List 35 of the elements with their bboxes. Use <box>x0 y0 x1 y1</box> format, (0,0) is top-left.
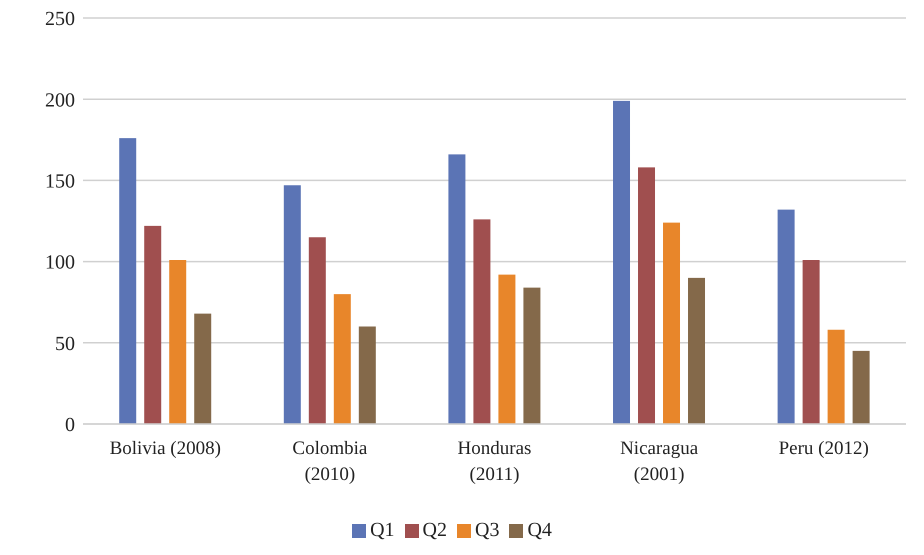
legend-label: Q2 <box>422 519 447 541</box>
x-tick-label: Nicaragua (2001) <box>620 438 699 485</box>
bar <box>828 330 845 424</box>
legend-label: Q4 <box>527 519 552 541</box>
y-tick-label: 50 <box>55 332 75 355</box>
bar <box>194 314 212 424</box>
x-tick-label: Peru (2012) <box>778 438 869 459</box>
bar <box>852 350 870 424</box>
bar <box>169 260 186 424</box>
bar <box>778 210 795 424</box>
bar <box>308 237 326 424</box>
bar <box>523 288 540 424</box>
bar <box>613 100 630 424</box>
x-tick-label: Colombia (2010) <box>292 438 368 485</box>
legend-label: Q1 <box>370 519 395 541</box>
bar <box>144 226 162 424</box>
bar <box>358 326 376 424</box>
y-tick-label: 150 <box>45 170 75 192</box>
bar <box>498 274 516 424</box>
x-tick-label: Honduras (2011) <box>458 438 532 485</box>
y-tick-label: 0 <box>65 414 75 436</box>
x-tick-label: Bolivia (2008) <box>110 438 221 459</box>
bar <box>284 185 301 424</box>
legend-label: Q3 <box>475 519 500 541</box>
y-tick-label: 250 <box>45 8 75 30</box>
bar <box>663 222 680 424</box>
bar <box>802 260 820 424</box>
bar <box>473 219 490 424</box>
y-tick-label: 100 <box>45 252 75 274</box>
bar <box>688 278 706 424</box>
bar <box>334 294 351 424</box>
bar <box>638 167 656 424</box>
bar <box>448 154 466 424</box>
y-tick-label: 200 <box>45 89 75 112</box>
bar <box>119 138 136 424</box>
